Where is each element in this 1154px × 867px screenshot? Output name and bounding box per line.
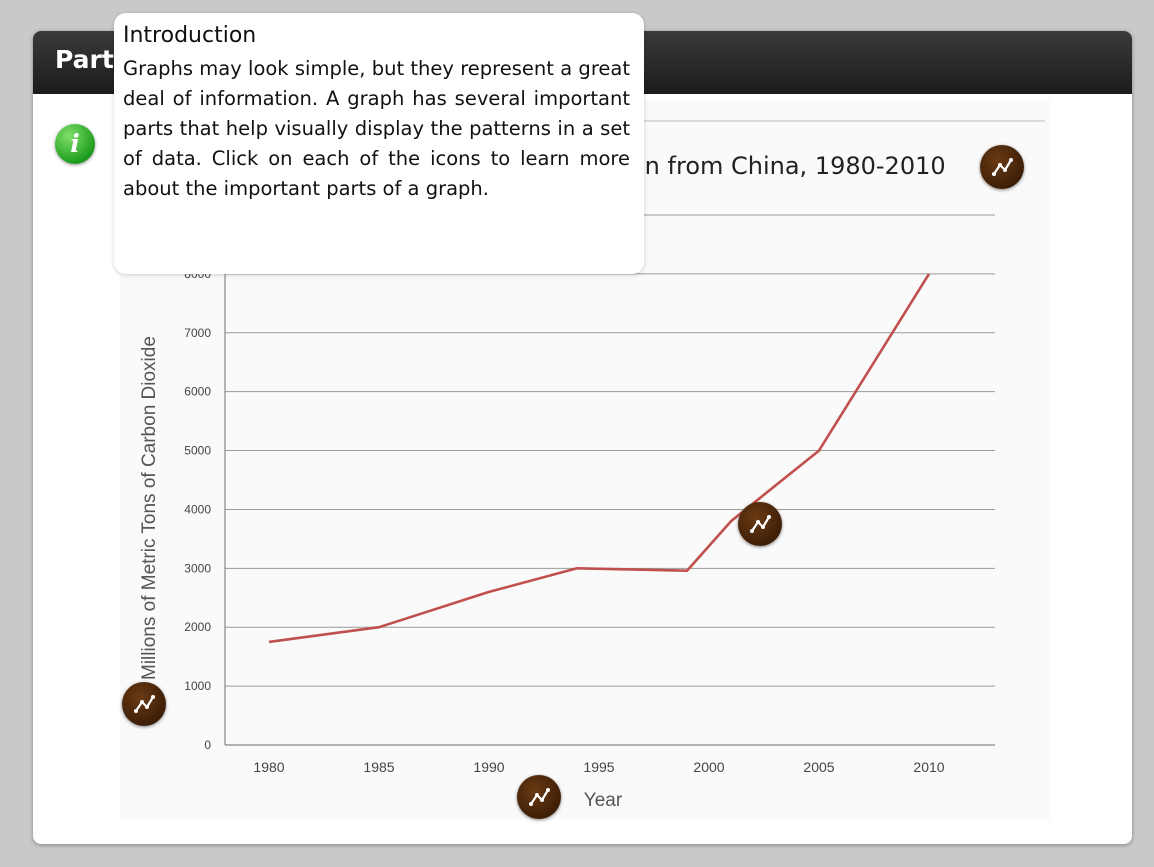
line-graph-icon	[992, 158, 1013, 176]
y-tick-label: 6000	[184, 385, 211, 399]
x-tick-label: 2005	[803, 759, 834, 775]
tooltip-title: Introduction	[123, 23, 257, 48]
x-axis-title: Year	[584, 790, 623, 811]
info-icon[interactable]: i	[55, 124, 95, 164]
y-axis-title: Millions of Metric Tons of Carbon Dioxid…	[139, 336, 160, 680]
hotspot-data-line-icon[interactable]	[738, 502, 782, 546]
x-tick-label: 1980	[253, 759, 284, 775]
y-tick-label: 0	[204, 738, 211, 752]
line-graph-icon	[750, 515, 771, 533]
line-graph-icon	[134, 695, 155, 713]
y-tick-label: 1000	[184, 679, 211, 693]
intro-tooltip: Introduction Graphs may look simple, but…	[114, 13, 644, 274]
x-tick-label: 1990	[473, 759, 504, 775]
chart-title: on from China, 1980-2010	[630, 152, 946, 180]
data-series-line	[268, 273, 931, 644]
y-tick-label: 4000	[184, 502, 211, 516]
tooltip-body: Graphs may look simple, but they represe…	[123, 57, 630, 200]
y-tick-label: 2000	[184, 620, 211, 634]
x-tick-label: 2010	[913, 759, 944, 775]
line-graph-icon	[529, 788, 550, 806]
hotspot-title-icon[interactable]	[980, 145, 1024, 189]
hotspot-y-axis-icon[interactable]	[122, 682, 166, 726]
x-tick-label: 1995	[583, 759, 614, 775]
y-tick-label: 5000	[184, 444, 211, 458]
x-tick-label: 1985	[363, 759, 394, 775]
x-tick-label: 2000	[693, 759, 724, 775]
y-tick-label: 3000	[184, 561, 211, 575]
hotspot-x-axis-icon[interactable]	[517, 775, 561, 819]
y-tick-label: 7000	[184, 326, 211, 340]
